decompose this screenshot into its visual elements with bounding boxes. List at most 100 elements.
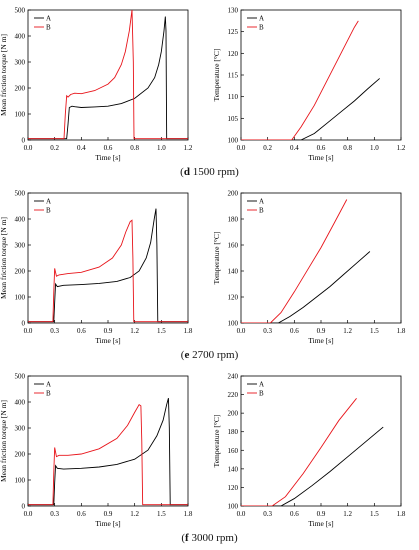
x-tick-label: 1.2: [130, 510, 139, 518]
x-tick-label: 0.0: [237, 327, 246, 335]
series-line-B: [28, 403, 188, 506]
chart-torque-0: 0.0 0.2 0.4 0.6 0.8 1.0 1.2 0 100 200 300 400 500 Tim…: [0, 7, 193, 163]
series-line-A: [28, 397, 188, 506]
y-axis-label: Temperature [°C]: [212, 415, 221, 468]
legend-label-B: B: [46, 207, 51, 215]
y-axis-label: Temperature [°C]: [212, 49, 221, 102]
x-axis-label: Time [s]: [95, 153, 120, 162]
x-tick-label: 1.8: [184, 327, 193, 335]
x-axis-label: Time [s]: [95, 519, 120, 528]
plot-frame: [27, 375, 189, 507]
series-line-B: [28, 10, 188, 140]
y-tick-label: 400: [15, 399, 26, 407]
x-tick-label: 1.2: [397, 144, 406, 152]
y-tick-label: 100: [228, 137, 239, 145]
x-tick-label: 1.2: [184, 144, 193, 152]
x-tick-label: 0.9: [104, 510, 113, 518]
x-tick-label: 0.4: [290, 144, 299, 152]
x-axis-label: Time [s]: [308, 153, 333, 162]
y-tick-label: 200: [15, 268, 26, 276]
legend-label-A: A: [259, 198, 264, 206]
y-tick-label: 160: [228, 242, 239, 250]
y-tick-label: 200: [15, 451, 26, 459]
series-line-A: [241, 251, 371, 323]
legend-label-A: A: [259, 381, 264, 389]
x-tick-label: 0.9: [317, 510, 326, 518]
x-tick-label: 1.5: [370, 327, 379, 335]
legend-label-B: B: [259, 390, 264, 398]
plot-frame: [240, 9, 402, 141]
legend-label-A: A: [46, 198, 51, 206]
x-tick-label: 0.3: [50, 510, 59, 518]
x-tick-label: 0.2: [50, 144, 59, 152]
x-tick-label: 1.2: [343, 510, 352, 518]
x-tick-label: 0.4: [77, 144, 86, 152]
y-tick-label: 200: [15, 85, 26, 93]
y-tick-label: 115: [228, 72, 239, 80]
chart-torque-1: 0.0 0.3 0.6 0.9 1.2 1.5 1.8 0 100 200 300 400 500 Tim…: [0, 190, 193, 346]
x-tick-label: 0.3: [263, 327, 272, 335]
y-axis-label: Temperature [°C]: [212, 232, 221, 285]
x-tick-label: 1.5: [157, 327, 166, 335]
y-tick-label: 200: [228, 190, 239, 198]
y-tick-label: 120: [228, 484, 239, 492]
x-axis-label: Time [s]: [95, 336, 120, 345]
series-line-B: [241, 398, 357, 506]
y-tick-label: 0: [22, 503, 26, 511]
x-tick-label: 1.8: [184, 510, 193, 518]
x-tick-label: 1.0: [157, 144, 166, 152]
series-line-A: [241, 78, 380, 140]
plot-frame: [240, 375, 402, 507]
y-axis-label: Mean friction torque [N m]: [0, 400, 8, 482]
y-tick-label: 140: [228, 465, 239, 473]
y-tick-label: 500: [15, 190, 26, 198]
y-tick-label: 100: [15, 294, 26, 302]
y-tick-label: 400: [15, 216, 26, 224]
caption-e: (e 2700 rpm): [180, 349, 239, 361]
x-tick-label: 1.0: [370, 144, 379, 152]
x-tick-label: 0.0: [24, 510, 33, 518]
y-tick-label: 400: [15, 33, 26, 41]
legend-label-A: A: [46, 381, 51, 389]
legend-label-B: B: [259, 24, 264, 32]
y-tick-label: 120: [228, 294, 239, 302]
series-line-A: [28, 16, 188, 140]
chart-temp-0: 0.0 0.2 0.4 0.6 0.8 1.0 1.2 100 105 110 115 120 125 1…: [212, 7, 406, 163]
chart-temp-1: 0.0 0.3 0.6 0.9 1.2 1.5 1.8 100 120 140 160 180 200 T…: [212, 190, 406, 346]
x-tick-label: 0.2: [263, 144, 272, 152]
y-tick-label: 0: [22, 137, 26, 145]
x-tick-label: 0.8: [130, 144, 139, 152]
legend-label-A: A: [46, 15, 51, 23]
x-tick-label: 1.8: [397, 510, 406, 518]
legend-label-B: B: [46, 24, 51, 32]
caption-d: (d 1500 rpm): [180, 166, 239, 178]
x-tick-label: 1.2: [130, 327, 139, 335]
y-axis-label: Mean friction torque [N m]: [0, 217, 8, 299]
y-tick-label: 105: [228, 115, 239, 123]
y-axis-label: Mean friction torque [N m]: [0, 34, 8, 116]
y-tick-label: 300: [15, 242, 26, 250]
legend-label-A: A: [259, 15, 264, 23]
x-tick-label: 1.8: [397, 327, 406, 335]
x-tick-label: 0.3: [50, 327, 59, 335]
series-line-A: [28, 208, 188, 323]
y-tick-label: 180: [228, 216, 239, 224]
y-tick-label: 110: [228, 93, 239, 101]
x-tick-label: 0.9: [104, 327, 113, 335]
x-tick-label: 0.6: [290, 327, 299, 335]
chart-temp-2: 0.0 0.3 0.6 0.9 1.2 1.5 1.8 100 120 140 160 180 200 2…: [212, 373, 406, 529]
y-tick-label: 120: [228, 50, 239, 58]
x-tick-label: 0.0: [237, 144, 246, 152]
x-tick-label: 0.0: [24, 144, 33, 152]
x-tick-label: 1.5: [157, 510, 166, 518]
x-tick-label: 0.6: [77, 510, 86, 518]
x-tick-label: 0.6: [290, 510, 299, 518]
chart-torque-2: 0.0 0.3 0.6 0.9 1.2 1.5 1.8 0 100 200 300 400 500 Tim…: [0, 373, 193, 529]
plot-frame: [27, 192, 189, 324]
x-tick-label: 0.6: [77, 327, 86, 335]
y-tick-label: 160: [228, 447, 239, 455]
y-tick-label: 100: [228, 503, 239, 511]
x-tick-label: 0.9: [317, 327, 326, 335]
y-tick-label: 0: [22, 320, 26, 328]
